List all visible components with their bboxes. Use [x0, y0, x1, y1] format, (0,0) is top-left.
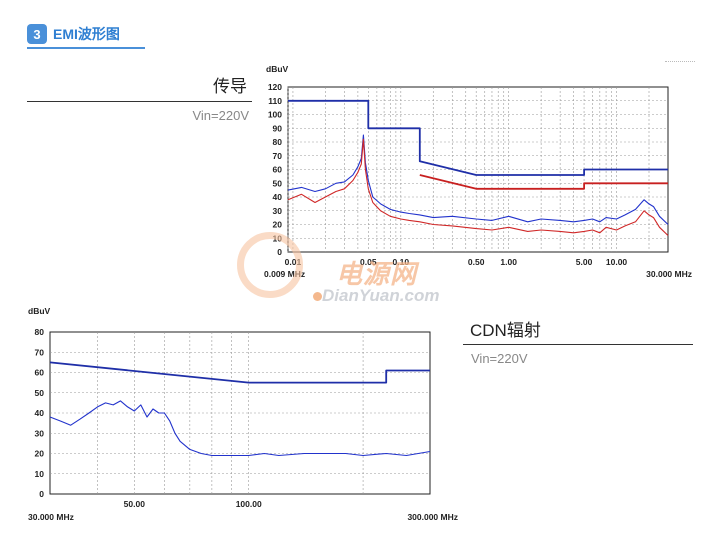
watermark-registered-icon: [313, 292, 322, 301]
y-tick-label: 110: [268, 96, 282, 106]
y-axis-label: dBuV: [28, 306, 51, 316]
series-line-scan-blue: [287, 134, 669, 225]
x-tick-label: 10.00: [606, 257, 628, 267]
y-tick-label: 80: [273, 137, 283, 147]
radiated-emi-chart: 0 10 20 30 40 50 60 70 80 50.00 100.00 dBuV 30.000 M…: [28, 306, 458, 522]
conducted-rule: [27, 101, 252, 102]
radiated-vin: Vin=220V: [471, 351, 528, 366]
y-tick-label: 20: [273, 220, 283, 230]
y-tick-label: 40: [273, 192, 283, 202]
conducted-label: 传导: [213, 77, 247, 96]
section-header: 3 EMI波形图: [27, 21, 120, 47]
y-tick-label: 0: [39, 489, 44, 499]
y-tick-label: 60: [273, 165, 283, 175]
x-tick-label: 50.00: [124, 499, 146, 509]
y-tick-label: 80: [35, 327, 45, 337]
y-tick-label: 70: [273, 151, 283, 161]
watermark-logo-icon: [237, 232, 303, 298]
watermark-cn: 电源网: [336, 259, 418, 289]
radiated-rule: [463, 344, 693, 345]
x-range-start-label: 30.000 MHz: [28, 512, 74, 522]
x-tick-label: 5.00: [576, 257, 593, 267]
y-tick-label: 20: [35, 449, 45, 459]
series-line-limit-upper: [288, 99, 668, 176]
y-axis-label: dBuV: [266, 64, 289, 74]
x-tick-label: 0.50: [468, 257, 485, 267]
y-tick-label: 50: [35, 388, 45, 398]
y-tick-label: 40: [35, 408, 45, 418]
series-line-scan-red: [287, 138, 669, 236]
x-range-end-label: 30.000 MHz: [646, 269, 692, 279]
y-tick-label: 30: [35, 428, 45, 438]
series-line-limit: [49, 361, 430, 384]
y-tick-label: 90: [273, 123, 283, 133]
x-tick-label: 1.00: [500, 257, 517, 267]
watermark-en: DianYuan.com: [322, 286, 440, 305]
conducted-vin: Vin=220V: [192, 108, 249, 123]
section-number-badge: 3: [27, 24, 47, 44]
x-tick-label: 0.05: [360, 257, 377, 267]
y-tick-label: 10: [35, 469, 45, 479]
section-underline: [27, 47, 145, 49]
y-tick-label: 100: [268, 110, 282, 120]
y-tick-label: 50: [273, 178, 283, 188]
series-line-scan: [49, 400, 431, 457]
y-tick-label: 70: [35, 347, 45, 357]
radiated-label: CDN辐射: [470, 321, 541, 340]
y-tick-label: 60: [35, 368, 45, 378]
divider-dotted: [665, 61, 695, 63]
x-tick-label: 0.10: [393, 257, 410, 267]
y-tick-label: 120: [268, 82, 282, 92]
section-title: EMI波形图: [53, 26, 120, 42]
series-line-limit-lower: [419, 174, 668, 190]
x-tick-label: 100.00: [236, 499, 262, 509]
y-tick-label: 30: [273, 206, 283, 216]
x-range-end-label: 300.000 MHz: [407, 512, 458, 522]
